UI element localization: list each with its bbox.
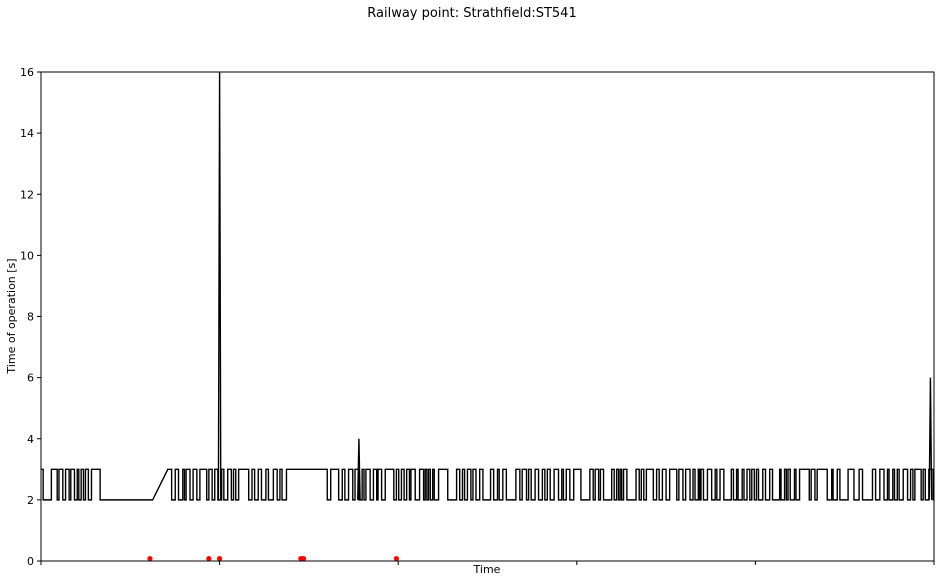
- y-tick-label: 10: [20, 249, 34, 262]
- event-marker: [300, 555, 307, 562]
- y-axis: 0 2 4 6 8 10 12 14 16: [20, 66, 41, 568]
- event-marker: [393, 555, 400, 562]
- y-tick-label: 0: [27, 555, 34, 568]
- series-line: [41, 468, 934, 501]
- spike: [357, 438, 361, 500]
- y-tick-label: 4: [27, 433, 34, 446]
- y-tick-label: 6: [27, 372, 34, 385]
- y-tick-label: 12: [20, 188, 34, 201]
- y-tick-label: 16: [20, 66, 34, 79]
- event-marker: [217, 555, 223, 562]
- spike: [928, 377, 933, 500]
- event-marker: [206, 555, 212, 562]
- x-axis: [40, 561, 935, 565]
- marker-layer: [147, 555, 400, 562]
- y-tick-label: 2: [27, 494, 34, 507]
- y-tick-label: 14: [20, 127, 34, 140]
- event-marker: [147, 555, 153, 562]
- y-tick-label: 8: [27, 311, 34, 324]
- chart-title: Railway point: Strathfield:ST541: [367, 6, 576, 21]
- y-axis-label: Time of operation [s]: [5, 258, 18, 374]
- x-axis-label: Time: [473, 563, 501, 576]
